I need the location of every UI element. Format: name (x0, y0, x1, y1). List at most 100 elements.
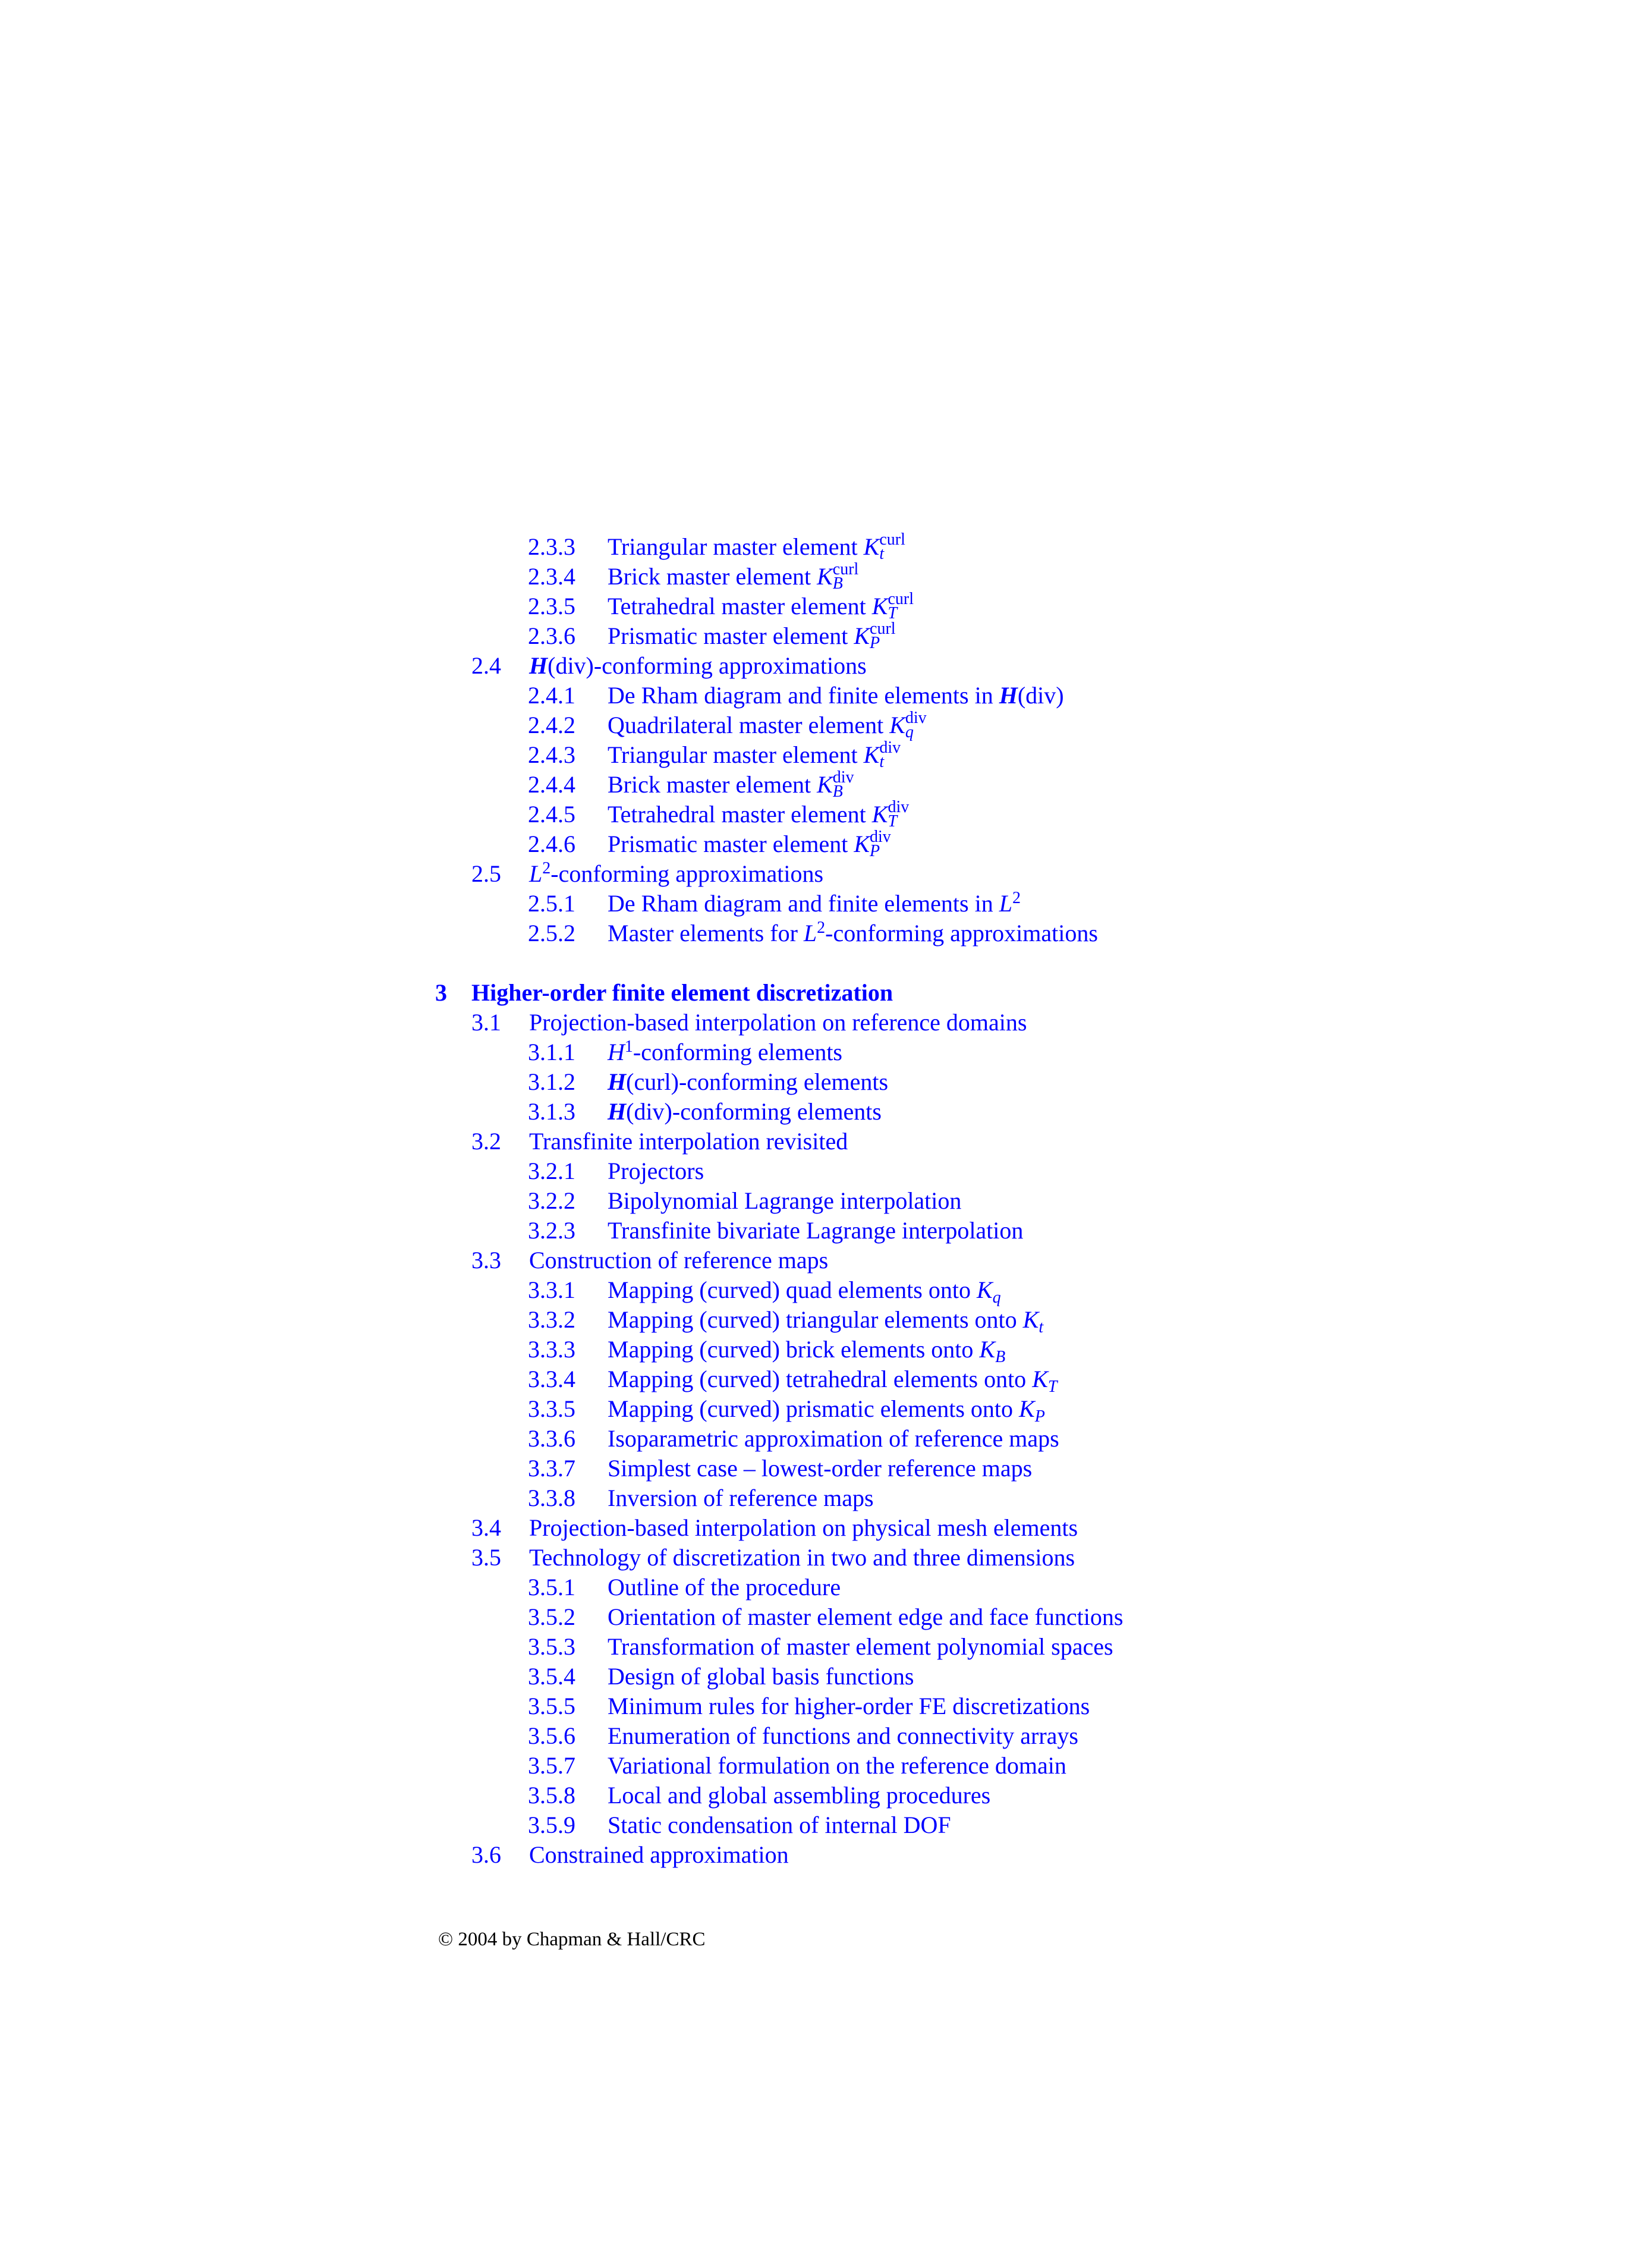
math-text: K (1032, 1366, 1048, 1392)
toc-title: Higher-order finite element discretizati… (471, 978, 893, 1008)
math-base: K (871, 593, 888, 620)
math-base: K (817, 563, 833, 590)
toc-title: Mapping (curved) quad elements onto Kq (608, 1275, 1001, 1306)
math-base: K (817, 771, 833, 798)
toc-title: Transfinite bivariate Lagrange interpola… (608, 1216, 1023, 1246)
toc-number: 3.2.2 (528, 1187, 575, 1214)
title-text: Constrained approximation (529, 1841, 789, 1868)
toc-title: Design of global basis functions (608, 1662, 914, 1691)
toc-number: 2.5 (471, 860, 501, 887)
title-text: (curl)-conforming elements (626, 1068, 889, 1095)
toc-title: Mapping (curved) brick elements onto KB (608, 1335, 1005, 1366)
math-text: L (999, 890, 1012, 917)
math-subscript: B (832, 574, 843, 593)
title-text: Mapping (curved) triangular elements ont… (608, 1306, 1023, 1333)
toc-number: 3.3.5 (528, 1395, 575, 1422)
toc-number: 2.3.6 (528, 622, 575, 649)
toc-number: 3.5.4 (528, 1663, 575, 1690)
toc-number: 2.3.4 (528, 563, 575, 590)
math-subscript: q (905, 722, 914, 741)
toc-number: 3.3.6 (528, 1425, 575, 1452)
math-text: K (976, 1276, 993, 1303)
math-text: K (979, 1336, 996, 1363)
math-subscript: t (879, 544, 885, 563)
toc-number: 3.3.1 (528, 1276, 575, 1303)
toc-number: 3.1.1 (528, 1039, 575, 1065)
toc-number: 2.3.5 (528, 593, 575, 620)
math-base: K (854, 622, 870, 649)
toc-title: Mapping (curved) prismatic elements onto… (608, 1394, 1045, 1426)
toc-title: Master elements for L2-conforming approx… (608, 919, 1098, 948)
toc-title: Projection-based interpolation on physic… (529, 1513, 1078, 1543)
math-text: 2 (1012, 889, 1021, 907)
math-superscript: curl (888, 589, 914, 608)
title-text: Tetrahedral master element (608, 593, 872, 620)
title-text: De Rham diagram and finite elements in (608, 682, 999, 709)
math-superscript: div (879, 738, 901, 757)
toc-title: Enumeration of functions and connectivit… (608, 1721, 1078, 1751)
title-text: Transfinite interpolation revisited (529, 1128, 848, 1155)
title-text: Projection-based interpolation on physic… (529, 1514, 1078, 1541)
toc-number: 3.5.7 (528, 1752, 575, 1779)
math-text: 1 (624, 1037, 633, 1056)
math-text: P (1034, 1407, 1045, 1426)
title-text: Mapping (curved) prismatic elements onto (608, 1395, 1019, 1422)
title-text: Enumeration of functions and connectivit… (608, 1722, 1078, 1749)
toc-title: Technology of discretization in two and … (529, 1543, 1075, 1573)
title-text: (div)-conforming approximations (547, 652, 867, 679)
title-text: Prismatic master element (608, 622, 854, 649)
title-text: Brick master element (608, 563, 817, 590)
math-superscript: div (870, 827, 891, 846)
title-text: Transfinite bivariate Lagrange interpola… (608, 1217, 1024, 1244)
toc-title: Construction of reference maps (529, 1246, 828, 1275)
toc-title: Constrained approximation (529, 1840, 789, 1870)
toc-title: Projection-based interpolation on refere… (529, 1008, 1027, 1037)
toc-number: 3.6 (471, 1841, 501, 1868)
title-text: Projectors (608, 1158, 704, 1184)
toc-number: 3.3.2 (528, 1306, 575, 1333)
toc-title: Mapping (curved) tetrahedral elements on… (608, 1364, 1057, 1395)
math-subscript: B (832, 782, 843, 801)
math-text: L (803, 920, 817, 947)
toc-title: Local and global assembling procedures (608, 1781, 990, 1810)
toc-title: L2-conforming approximations (529, 859, 823, 889)
toc-number: 3.3.4 (528, 1366, 575, 1392)
toc-number: 3.1.2 (528, 1068, 575, 1095)
toc-title: Mapping (curved) triangular elements ont… (608, 1305, 1044, 1337)
title-text: Triangular master element (608, 741, 864, 768)
math-subscript: T (888, 812, 898, 831)
title-text: Triangular master element (608, 533, 864, 560)
toc-title: De Rham diagram and finite elements in H… (608, 681, 1064, 710)
math-superscript: div (888, 797, 910, 816)
toc-number: 2.4.4 (528, 771, 575, 798)
math-subscript: T (888, 603, 898, 622)
title-text: Outline of the procedure (608, 1574, 841, 1600)
toc-number: 3.4 (471, 1514, 501, 1541)
toc-number: 3.5.3 (528, 1633, 575, 1660)
title-text: Static condensation of internal DOF (608, 1812, 951, 1838)
math-text: t (1039, 1318, 1044, 1337)
toc-title: Minimum rules for higher-order FE discre… (608, 1691, 1090, 1721)
toc-title: Outline of the procedure (608, 1573, 841, 1602)
title-text: (div) (1017, 682, 1064, 709)
toc-number: 3.1.3 (528, 1098, 575, 1125)
title-text: Technology of discretization in two and … (529, 1544, 1075, 1571)
math-text: K (1019, 1395, 1035, 1422)
toc-number: 3.5.5 (528, 1693, 575, 1719)
title-text: -conforming elements (633, 1039, 842, 1065)
math-superscript: curl (879, 530, 905, 549)
toc-title: H(div)-conforming approximations (529, 651, 867, 681)
toc-number: 2.5.1 (528, 890, 575, 917)
toc-number: 3.5 (471, 1544, 501, 1571)
toc-number: 3.3 (471, 1247, 501, 1274)
